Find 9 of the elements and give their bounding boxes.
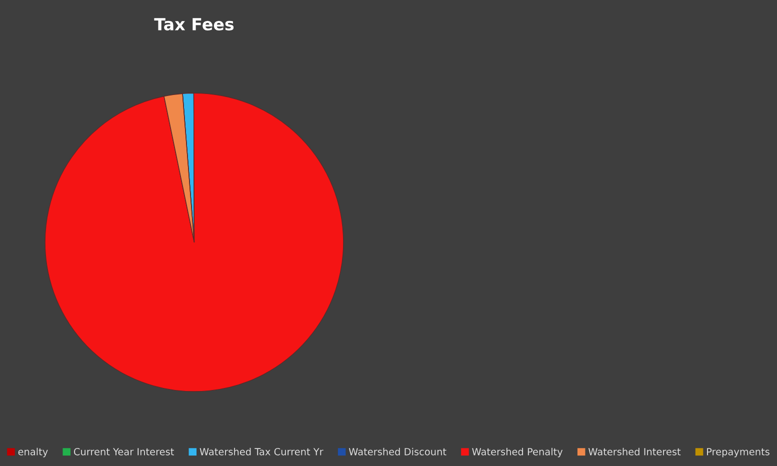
legend-label: Prepayments	[707, 448, 770, 458]
legend-label: Watershed Tax Current Yr	[200, 448, 324, 456]
legend-label: Watershed Penalty	[472, 448, 563, 458]
chart-title: Tax Fees	[154, 18, 234, 30]
pie-slice	[44, 92, 344, 392]
legend-label: enalty	[18, 448, 48, 458]
legend-label: Watershed Discount	[348, 448, 446, 456]
legend-label: Watershed Interest	[588, 448, 681, 456]
legend-label: Current Year Interest	[74, 448, 174, 456]
